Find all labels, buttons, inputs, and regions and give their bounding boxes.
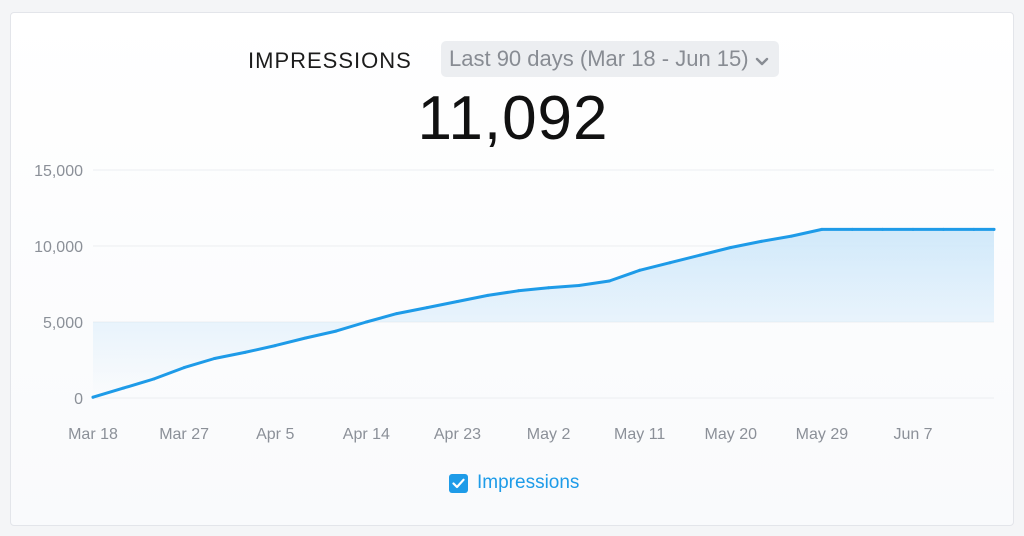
checkbox-checked-icon[interactable] [449,473,468,493]
chevron-down-icon [755,42,769,78]
y-axis-ticks: 0 5,000 10,000 15,000 [34,163,83,408]
x-tick-label: Mar 18 [68,426,118,443]
data-point-17 [607,279,611,283]
x-tick-label: Apr 14 [343,426,390,443]
legend-impressions[interactable]: Impressions [449,471,579,495]
y-tick-label: 5,000 [43,315,83,332]
x-axis-ticks: Mar 18 Mar 27 Apr 5 Apr 14 Apr 23 May 2 May 11… [68,426,933,443]
data-point-23 [790,234,793,238]
y-tick-label: 0 [74,391,83,408]
data-point-13 [486,293,490,297]
x-tick-label: Apr 5 [256,426,294,443]
data-point-12 [455,300,459,303]
data-point-0 [91,395,95,399]
chart-header: IMPRESSIONS Last 90 days (Mar 18 - Jun 1… [11,41,1015,77]
data-point-14 [516,289,520,293]
data-point-20 [698,253,702,257]
data-point-26 [881,227,885,231]
data-point-11 [425,306,429,310]
x-tick-label: May 20 [705,426,758,443]
data-point-18 [638,268,642,272]
y-tick-label: 15,000 [34,163,83,180]
data-point-29 [972,227,976,231]
legend-label: Impressions [477,472,580,493]
data-point-16 [577,284,581,287]
metric-title: IMPRESSIONS [248,48,412,73]
data-point-19 [668,261,672,265]
data-point-30 [992,227,996,231]
data-point-4 [213,357,216,360]
data-point-21 [729,246,733,249]
y-tick-label: 10,000 [34,239,83,256]
data-point-7 [304,336,308,340]
data-point-3 [182,366,186,370]
date-range-label: Last 90 days (Mar 18 - Jun 15) [449,46,749,71]
data-point-9 [364,320,368,324]
impressions-area-chart: 0 5,000 10,000 15,000 Mar 18 Mar 27 Apr 5 Apr … [34,163,996,443]
chart-card: IMPRESSIONS Last 90 days (Mar 18 - Jun 1… [10,12,1014,526]
data-point-2 [152,377,156,381]
data-point-8 [334,329,338,333]
x-tick-label: May 11 [614,426,665,443]
data-point-10 [395,312,399,316]
x-tick-label: May 2 [527,426,571,443]
total-value: 11,092 [417,84,609,153]
data-point-5 [243,350,247,354]
data-point-25 [850,227,854,231]
data-point-1 [121,386,125,390]
data-point-22 [759,239,763,243]
impressions-area [93,229,994,398]
data-point-28 [941,227,945,231]
date-range-dropdown[interactable]: Last 90 days (Mar 18 - Jun 15) [441,41,779,77]
x-tick-label: Mar 27 [159,426,209,443]
data-point-15 [547,286,551,290]
data-point-27 [911,227,915,231]
x-tick-label: Apr 23 [434,426,481,443]
data-points [91,227,996,399]
x-tick-label: Jun 7 [893,426,932,443]
x-tick-label: May 29 [796,426,849,443]
data-point-6 [273,344,277,348]
data-point-24 [820,227,824,231]
